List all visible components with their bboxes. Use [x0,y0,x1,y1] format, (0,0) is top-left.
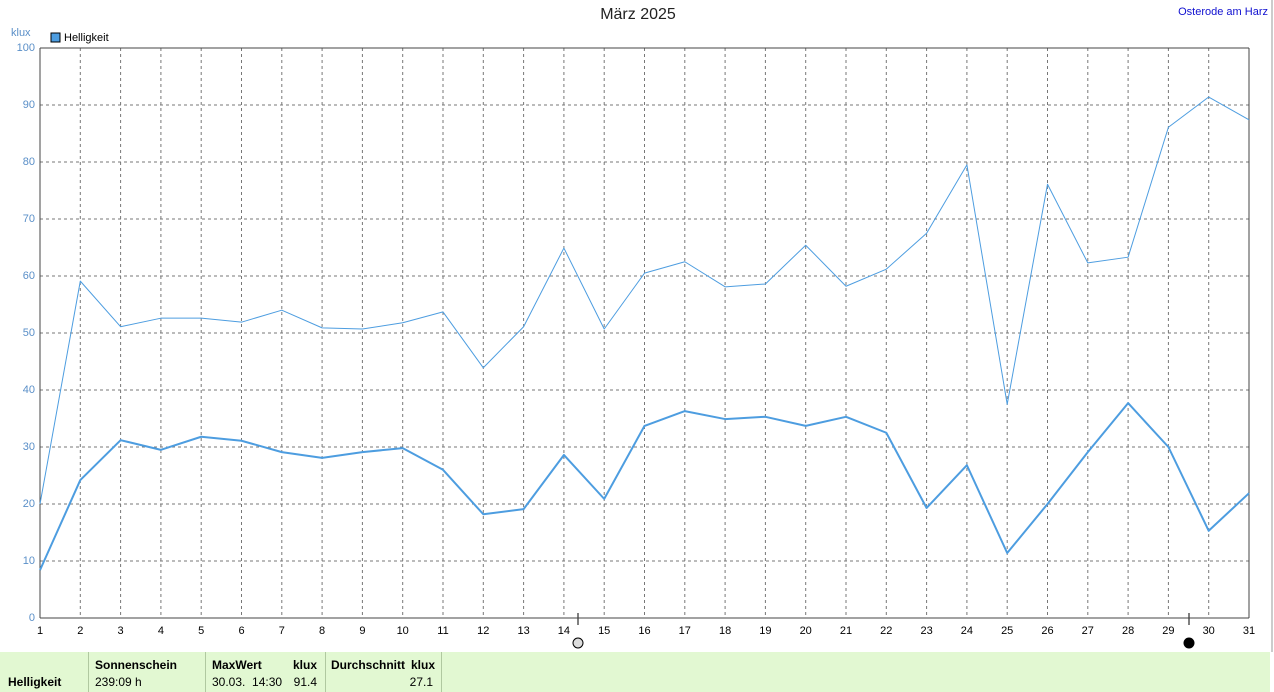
x-tick-label: 30 [1203,625,1215,637]
x-tick-label: 19 [759,625,771,637]
x-tick-label: 16 [638,625,650,637]
x-tick-label: 22 [880,625,892,637]
x-tick-label: 4 [158,625,164,637]
x-tick-label: 7 [279,625,285,637]
header: Durchschnitt [331,658,406,672]
new-moon-icon [1183,637,1195,649]
value: 91.4 [293,675,317,689]
y-tick-label: 100 [17,42,35,54]
y-tick-label: 70 [23,213,35,225]
separator [88,652,89,692]
full-moon-icon [572,637,584,649]
x-tick-label: 15 [598,625,610,637]
y-tick-label: 90 [23,99,35,111]
data-line [39,96,1250,505]
x-tick-label: 14 [558,625,570,637]
x-tick-label: 20 [800,625,812,637]
value: 239:09 h [95,675,142,689]
x-tick-label: 28 [1122,625,1134,637]
x-tick-label: 5 [198,625,204,637]
location: Osterode am Harz [1178,6,1268,18]
x-tick-label: 2 [77,625,83,637]
unit: klux [411,658,436,672]
x-tick-label: 1 [37,625,43,637]
x-tick-label: 18 [719,625,731,637]
x-tick-label: 23 [920,625,932,637]
data-line [39,402,1250,571]
x-tick-label: 25 [1001,625,1013,637]
separator [205,652,206,692]
x-tick-label: 8 [319,625,325,637]
x-tick-label: 17 [679,625,691,637]
x-tick-label: 11 [437,625,448,637]
x-tick-label: 31 [1243,625,1255,637]
x-tick-label: 24 [961,625,973,637]
header: Sonnenschein [95,658,178,672]
value: 27.1 [409,675,433,689]
header: MaxWert [212,658,262,672]
stats-panel [0,652,1270,692]
unit: klux [293,658,318,672]
y-tick-label: 60 [23,270,35,282]
date: 30.03. 14:30 [212,675,283,689]
x-tick-label: 21 [840,625,852,637]
y-unit: klux [11,27,31,39]
y-tick-label: 10 [23,555,35,567]
y-tick-label: 20 [23,498,35,510]
legend-swatch [50,32,61,43]
x-tick-label: 9 [359,625,365,637]
x-tick-label: 26 [1041,625,1053,637]
y-tick-label: 40 [23,384,35,396]
y-tick-label: 80 [23,156,35,168]
x-tick-label: 29 [1162,625,1174,637]
x-tick-label: 13 [517,625,529,637]
x-tick-label: 6 [238,625,244,637]
legend-label: Helligkeit [64,32,109,44]
y-tick-label: 30 [23,441,35,453]
row-label: Helligkeit [8,675,62,689]
chart: März 2025 Osterode am Harz klux Helligke… [11,0,1273,652]
x-tick-label: 27 [1082,625,1094,637]
x-tick-label: 3 [118,625,124,637]
x-tick-label: 12 [477,625,489,637]
x-tick-label: 10 [397,625,409,637]
separator [325,652,326,692]
y-tick-label: 50 [23,327,35,339]
chart-title: März 2025 [600,6,676,23]
separator [441,652,442,692]
y-tick-label: 0 [29,612,35,624]
